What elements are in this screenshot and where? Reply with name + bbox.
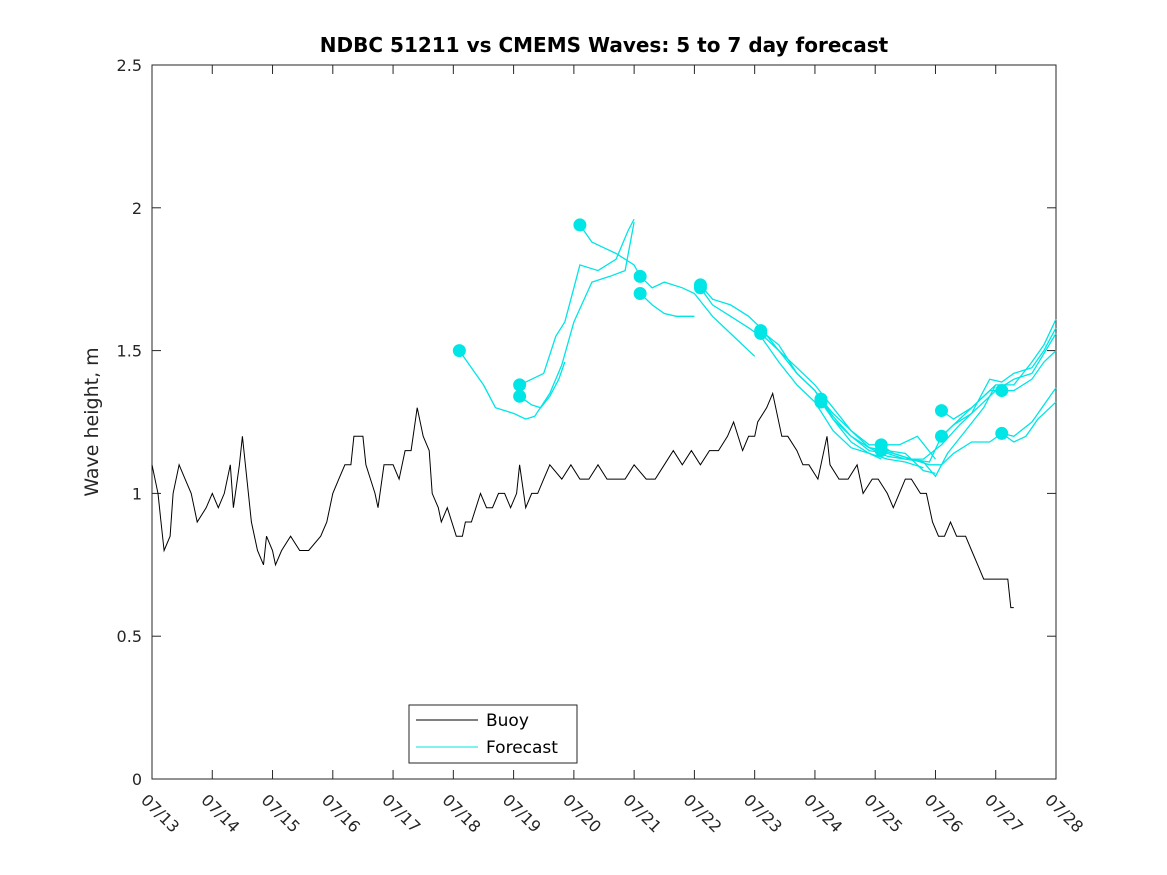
legend-forecast-label: Forecast: [486, 738, 558, 758]
forecast-run-line: [820, 333, 1057, 460]
x-tick-label: 07/23: [740, 790, 786, 836]
forecast-run-line: [519, 218, 635, 386]
forecast-start-marker: [995, 384, 1009, 398]
forecast-run-line: [579, 224, 641, 277]
y-tick-label: 1.5: [117, 342, 142, 361]
forecast-start-marker: [633, 286, 647, 300]
y-tick-label: 1: [132, 484, 142, 503]
legend-buoy-label: Buoy: [486, 711, 529, 731]
forecast-start-marker: [633, 269, 647, 283]
x-tick-label: 07/19: [499, 790, 545, 836]
forecast-start-marker: [573, 218, 587, 232]
forecast-run-line: [699, 284, 882, 460]
forecast-run-line: [639, 275, 756, 357]
forecast-start-marker: [452, 344, 466, 358]
legend: Buoy Forecast: [408, 704, 578, 764]
forecast-start-marker: [814, 395, 828, 409]
forecast-run-line: [639, 293, 695, 317]
x-tick-label: 07/22: [680, 790, 726, 836]
y-tick-label: 2: [132, 199, 142, 218]
x-tick-label: 07/21: [619, 790, 665, 836]
x-tick-label: 07/20: [559, 790, 605, 836]
x-tick-label: 07/25: [860, 790, 906, 836]
forecast-start-marker: [934, 404, 948, 418]
forecast-run-line: [699, 287, 924, 469]
data-layer: [151, 218, 1057, 609]
forecast-run-line: [1001, 401, 1057, 443]
forecast-start-marker: [995, 426, 1009, 440]
x-tick-label: 07/16: [318, 790, 364, 836]
forecast-start-marker: [513, 378, 527, 392]
forecast-start-marker: [513, 389, 527, 403]
x-tick-label: 07/13: [137, 790, 183, 836]
forecast-start-marker: [754, 326, 768, 340]
y-tick-label: 2.5: [117, 56, 142, 75]
x-tick-label: 07/14: [197, 790, 243, 836]
forecast-run-line: [881, 318, 1057, 463]
x-tick-label: 07/18: [439, 790, 485, 836]
forecast-start-marker: [874, 444, 888, 458]
x-tick-label: 07/15: [258, 790, 304, 836]
forecast-start-marker: [693, 281, 707, 295]
y-axis-label: Wave height, m: [81, 347, 103, 496]
x-tick-label: 07/26: [921, 790, 967, 836]
chart-title: NDBC 51211 vs CMEMS Waves: 5 to 7 day fo…: [320, 33, 889, 57]
forecast-start-marker: [934, 429, 948, 443]
forecast-run-line: [519, 361, 566, 409]
x-tick-label: 07/24: [800, 790, 846, 836]
legend-box: [408, 704, 578, 764]
buoy-series-line: [151, 391, 1014, 609]
forecast-run-line: [941, 327, 1057, 437]
x-tick-label: 07/28: [1041, 790, 1087, 836]
x-tick-label: 07/17: [378, 790, 424, 836]
y-tick-label: 0.5: [117, 627, 142, 646]
y-tick-label: 0: [132, 770, 142, 789]
plot-area: [151, 64, 1057, 780]
x-tick-label: 07/27: [981, 790, 1027, 836]
